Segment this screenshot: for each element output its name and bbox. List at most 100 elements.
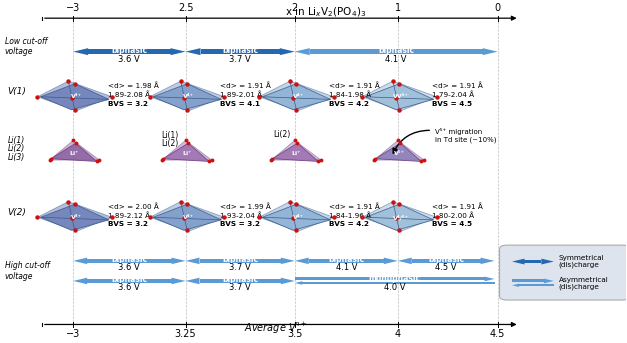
Polygon shape: [73, 48, 88, 55]
Text: <d> = 2.00 Å: <d> = 2.00 Å: [107, 203, 159, 210]
Polygon shape: [366, 84, 433, 110]
Text: biphasic: biphasic: [328, 256, 364, 264]
Text: 3.25: 3.25: [175, 330, 196, 340]
Polygon shape: [544, 279, 554, 283]
Text: V(1): V(1): [8, 87, 26, 96]
Polygon shape: [281, 258, 295, 264]
Polygon shape: [172, 258, 186, 264]
Polygon shape: [172, 278, 186, 284]
Polygon shape: [153, 84, 221, 110]
Polygon shape: [485, 276, 495, 281]
Text: <d> = 1.91 Å: <d> = 1.91 Å: [329, 203, 380, 210]
Text: V⁴⁺: V⁴⁺: [183, 94, 194, 99]
Polygon shape: [51, 143, 97, 162]
Text: V(2): V(2): [8, 208, 26, 217]
Polygon shape: [87, 279, 172, 283]
Polygon shape: [376, 143, 421, 162]
Polygon shape: [259, 81, 334, 111]
Text: 1.84-1.96 Å: 1.84-1.96 Å: [329, 212, 371, 219]
Text: V⁴⁺: V⁴⁺: [293, 94, 303, 99]
Text: biphasic: biphasic: [428, 256, 464, 264]
Text: High cut-off
voltage: High cut-off voltage: [4, 261, 50, 281]
Text: Li(2): Li(2): [161, 139, 179, 147]
Text: BVS = 4.5: BVS = 4.5: [432, 101, 472, 107]
Text: V⁴⁺: V⁴⁺: [293, 215, 303, 220]
Text: V³⁺: V³⁺: [71, 94, 82, 99]
Polygon shape: [171, 48, 186, 55]
Text: Li⁺: Li⁺: [70, 151, 79, 155]
Text: 3.7 V: 3.7 V: [229, 283, 251, 293]
Text: Average V$^{n+}$: Average V$^{n+}$: [245, 320, 308, 335]
Polygon shape: [273, 143, 319, 162]
Text: 1.89-2.08 Å: 1.89-2.08 Å: [107, 92, 150, 98]
Polygon shape: [163, 143, 209, 162]
Text: Li(1): Li(1): [161, 131, 179, 140]
Text: Li(1): Li(1): [8, 136, 25, 145]
Polygon shape: [362, 202, 437, 231]
Polygon shape: [525, 260, 541, 263]
Text: V⁵⁺: V⁵⁺: [394, 151, 404, 155]
Polygon shape: [73, 278, 87, 284]
Text: <d> = 1.91 Å: <d> = 1.91 Å: [432, 203, 483, 210]
Text: BVS = 4.2: BVS = 4.2: [329, 221, 369, 227]
Text: 1.84-1.98 Å: 1.84-1.98 Å: [329, 92, 371, 98]
Text: BVS = 4.5: BVS = 4.5: [432, 221, 472, 227]
Polygon shape: [295, 281, 302, 285]
Polygon shape: [366, 204, 433, 230]
Text: 4.1 V: 4.1 V: [386, 55, 407, 63]
Polygon shape: [153, 204, 221, 230]
Polygon shape: [512, 280, 544, 282]
Polygon shape: [186, 48, 201, 55]
Text: 4.5 V: 4.5 V: [435, 263, 457, 272]
Text: monophasic: monophasic: [369, 274, 421, 283]
Polygon shape: [295, 258, 308, 264]
Text: 4.1 V: 4.1 V: [335, 263, 357, 272]
Text: 3.6 V: 3.6 V: [119, 263, 140, 272]
Polygon shape: [186, 258, 199, 264]
Text: 1.79-2.04 Å: 1.79-2.04 Å: [432, 92, 474, 98]
Text: <d> = 1.91 Å: <d> = 1.91 Å: [220, 82, 271, 89]
Polygon shape: [150, 81, 224, 111]
Text: biphasic: biphasic: [222, 275, 258, 284]
Polygon shape: [87, 259, 172, 263]
Text: biphasic: biphasic: [111, 46, 147, 55]
Polygon shape: [302, 282, 495, 284]
Polygon shape: [38, 81, 112, 111]
Text: Li(2): Li(2): [8, 144, 25, 153]
Text: x in Li$_x$V$_2$(PO$_4$)$_3$: x in Li$_x$V$_2$(PO$_4$)$_3$: [285, 5, 367, 19]
Text: <d> = 1.98 Å: <d> = 1.98 Å: [107, 82, 159, 89]
Polygon shape: [512, 259, 525, 264]
Text: 3.6 V: 3.6 V: [119, 283, 140, 293]
Text: 2: 2: [292, 3, 298, 13]
Text: <d> = 1.91 Å: <d> = 1.91 Å: [329, 82, 380, 89]
Text: V³⁺: V³⁺: [183, 215, 194, 220]
Text: 3.6 V: 3.6 V: [119, 55, 140, 63]
Text: 1.89-2.12 Å: 1.89-2.12 Å: [107, 212, 150, 219]
Text: Low cut-off
voltage: Low cut-off voltage: [4, 37, 47, 56]
Text: −3: −3: [66, 3, 80, 13]
Polygon shape: [41, 204, 109, 230]
Polygon shape: [73, 258, 87, 264]
Polygon shape: [541, 259, 554, 264]
Polygon shape: [310, 49, 483, 54]
Text: 4: 4: [395, 330, 401, 340]
Text: biphasic: biphasic: [222, 256, 258, 264]
Polygon shape: [199, 259, 281, 263]
Text: V⁴/⁵⁺: V⁴/⁵⁺: [393, 214, 409, 220]
Polygon shape: [295, 277, 485, 281]
Polygon shape: [412, 259, 480, 263]
Polygon shape: [88, 49, 171, 54]
Text: BVS = 3.2: BVS = 3.2: [220, 221, 260, 227]
Polygon shape: [519, 284, 554, 286]
Polygon shape: [398, 258, 412, 264]
Polygon shape: [186, 278, 199, 284]
Polygon shape: [162, 140, 212, 160]
Polygon shape: [201, 49, 280, 54]
Text: Li⁺: Li⁺: [182, 151, 191, 155]
Text: 4.0 V: 4.0 V: [384, 283, 406, 293]
Text: Symmetrical
(dis)charge: Symmetrical (dis)charge: [559, 255, 604, 268]
Text: BVS = 4.1: BVS = 4.1: [220, 101, 260, 107]
Text: V⁵⁺ migration
in Td site (~10%): V⁵⁺ migration in Td site (~10%): [435, 128, 497, 143]
Polygon shape: [262, 204, 330, 230]
Text: VV⁵⁺: VV⁵⁺: [393, 94, 409, 99]
